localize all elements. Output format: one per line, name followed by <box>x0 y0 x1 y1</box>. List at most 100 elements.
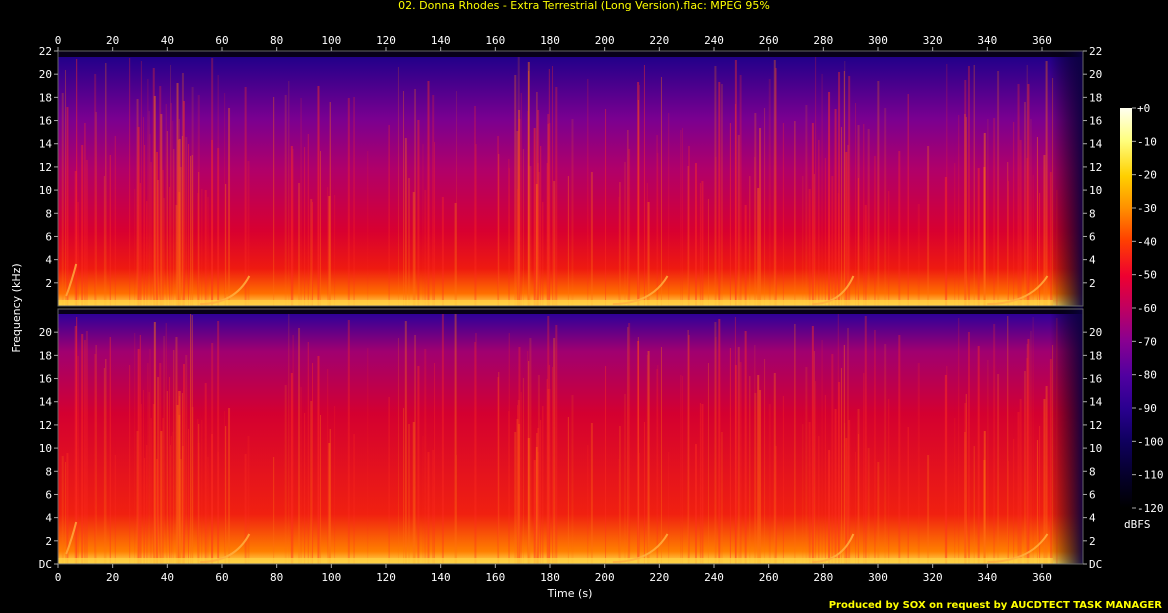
frequency-sweep <box>812 533 855 563</box>
y-tick-label-right: 16 <box>1089 373 1102 386</box>
right-channel-spectrogram <box>58 309 1083 564</box>
spectral-stripe <box>508 168 510 306</box>
y-tick-label-left: 6 <box>45 488 52 501</box>
spectral-stripe <box>552 367 554 564</box>
spectral-stripe <box>300 387 302 564</box>
spectral-stripe <box>987 119 989 306</box>
x-tick-label-bottom: 360 <box>1032 571 1052 584</box>
spectral-stripe <box>802 176 804 306</box>
spectral-stripe <box>773 373 776 564</box>
spectral-stripe <box>967 332 970 564</box>
spectral-stripe <box>1023 102 1026 306</box>
spectral-stripe <box>187 144 189 306</box>
spectral-stripe <box>153 96 156 306</box>
spectral-stripe <box>456 455 458 564</box>
spectral-stripe <box>837 314 839 564</box>
spectral-stripe <box>298 183 301 306</box>
y-tick-label-right: 14 <box>1089 138 1103 151</box>
spectral-stripe <box>813 174 815 306</box>
spectral-stripe <box>643 65 645 306</box>
spectral-stripe <box>701 404 704 564</box>
spectral-stripe <box>217 75 219 306</box>
spectral-stripe <box>547 114 550 306</box>
spectral-stripe <box>160 114 163 306</box>
y-tick-label-right: 6 <box>1089 488 1096 501</box>
spectral-stripe <box>821 74 823 306</box>
spectral-stripe <box>656 135 658 306</box>
spectral-stripe <box>533 128 536 306</box>
spectral-stripe <box>168 377 170 564</box>
spectral-stripe <box>958 115 960 306</box>
spectral-stripe <box>965 117 967 306</box>
spectral-stripe <box>774 446 777 564</box>
spectral-stripe <box>768 79 771 306</box>
spectral-stripe <box>170 103 172 306</box>
spectral-stripe <box>1013 122 1015 306</box>
spectral-stripe <box>160 431 163 564</box>
spectral-stripe <box>172 121 174 306</box>
spectral-stripe <box>404 321 407 564</box>
spectral-stripe <box>147 363 149 564</box>
spectral-stripe <box>292 335 294 564</box>
spectral-stripe <box>198 172 200 306</box>
spectral-stripe <box>737 135 740 306</box>
spectral-stripe <box>177 140 179 306</box>
spectral-stripe <box>867 448 870 564</box>
y-tick-label-right: 14 <box>1089 396 1103 409</box>
spectral-stripe <box>660 77 662 306</box>
spectral-stripe <box>1007 316 1009 564</box>
x-tick-label-bottom: 20 <box>106 571 119 584</box>
y-tick-label-left: 14 <box>39 138 53 151</box>
spectral-stripe <box>198 424 200 564</box>
x-tick-label-top: 120 <box>376 34 396 47</box>
spectral-stripe <box>540 420 542 564</box>
spectral-stripe <box>84 340 86 564</box>
spectral-stripe <box>520 392 522 564</box>
spectral-stripe <box>173 350 175 564</box>
spectral-stripe <box>1026 158 1029 306</box>
x-tick-label-bottom: 80 <box>270 571 283 584</box>
spectral-stripe <box>109 155 111 306</box>
spectral-stripe <box>946 64 948 306</box>
spectral-stripe <box>1023 371 1026 564</box>
spectral-stripe <box>757 188 760 306</box>
y-tick-label-right: 4 <box>1089 512 1096 525</box>
spectral-stripe <box>657 365 659 564</box>
spectral-stripe <box>522 378 524 564</box>
spectral-stripe <box>175 205 178 306</box>
spectral-stripe <box>201 189 203 306</box>
spectral-stripe <box>1027 84 1030 306</box>
y-tick-label-right: 10 <box>1089 184 1102 197</box>
spectral-stripe <box>864 316 867 564</box>
spectral-stripe <box>754 393 757 564</box>
spectral-stripe <box>857 434 859 564</box>
spectral-stripe <box>1007 181 1009 306</box>
spectral-stripe <box>334 195 336 306</box>
x-tick-label-top: 20 <box>106 34 119 47</box>
spectral-stripe <box>433 363 435 564</box>
spectral-stripe <box>973 446 975 564</box>
spectral-stripe <box>105 63 107 306</box>
spectral-stripe <box>773 60 776 306</box>
spectral-stripe <box>81 145 84 306</box>
spectral-stripe <box>422 144 424 306</box>
spectral-stripe <box>179 167 182 306</box>
spectral-stripe <box>536 92 538 306</box>
spectral-stripe <box>201 420 203 564</box>
spectral-stripe <box>540 146 542 306</box>
spectral-stripe <box>327 187 329 306</box>
spectral-stripe <box>1007 162 1009 306</box>
spectral-stripe <box>528 361 530 564</box>
spectral-stripe <box>688 146 690 306</box>
spectral-stripe <box>367 151 369 306</box>
spectral-stripe <box>813 351 815 564</box>
spectral-stripe <box>834 409 837 564</box>
spectral-stripe <box>298 328 301 564</box>
spectral-stripe <box>284 385 287 564</box>
spectral-stripe <box>65 70 67 306</box>
spectral-stripe <box>527 111 529 306</box>
spectral-stripe <box>134 333 136 564</box>
spectral-stripe <box>646 183 648 306</box>
spectral-stripe <box>181 73 184 306</box>
y-tick-label-left: 20 <box>39 326 52 339</box>
